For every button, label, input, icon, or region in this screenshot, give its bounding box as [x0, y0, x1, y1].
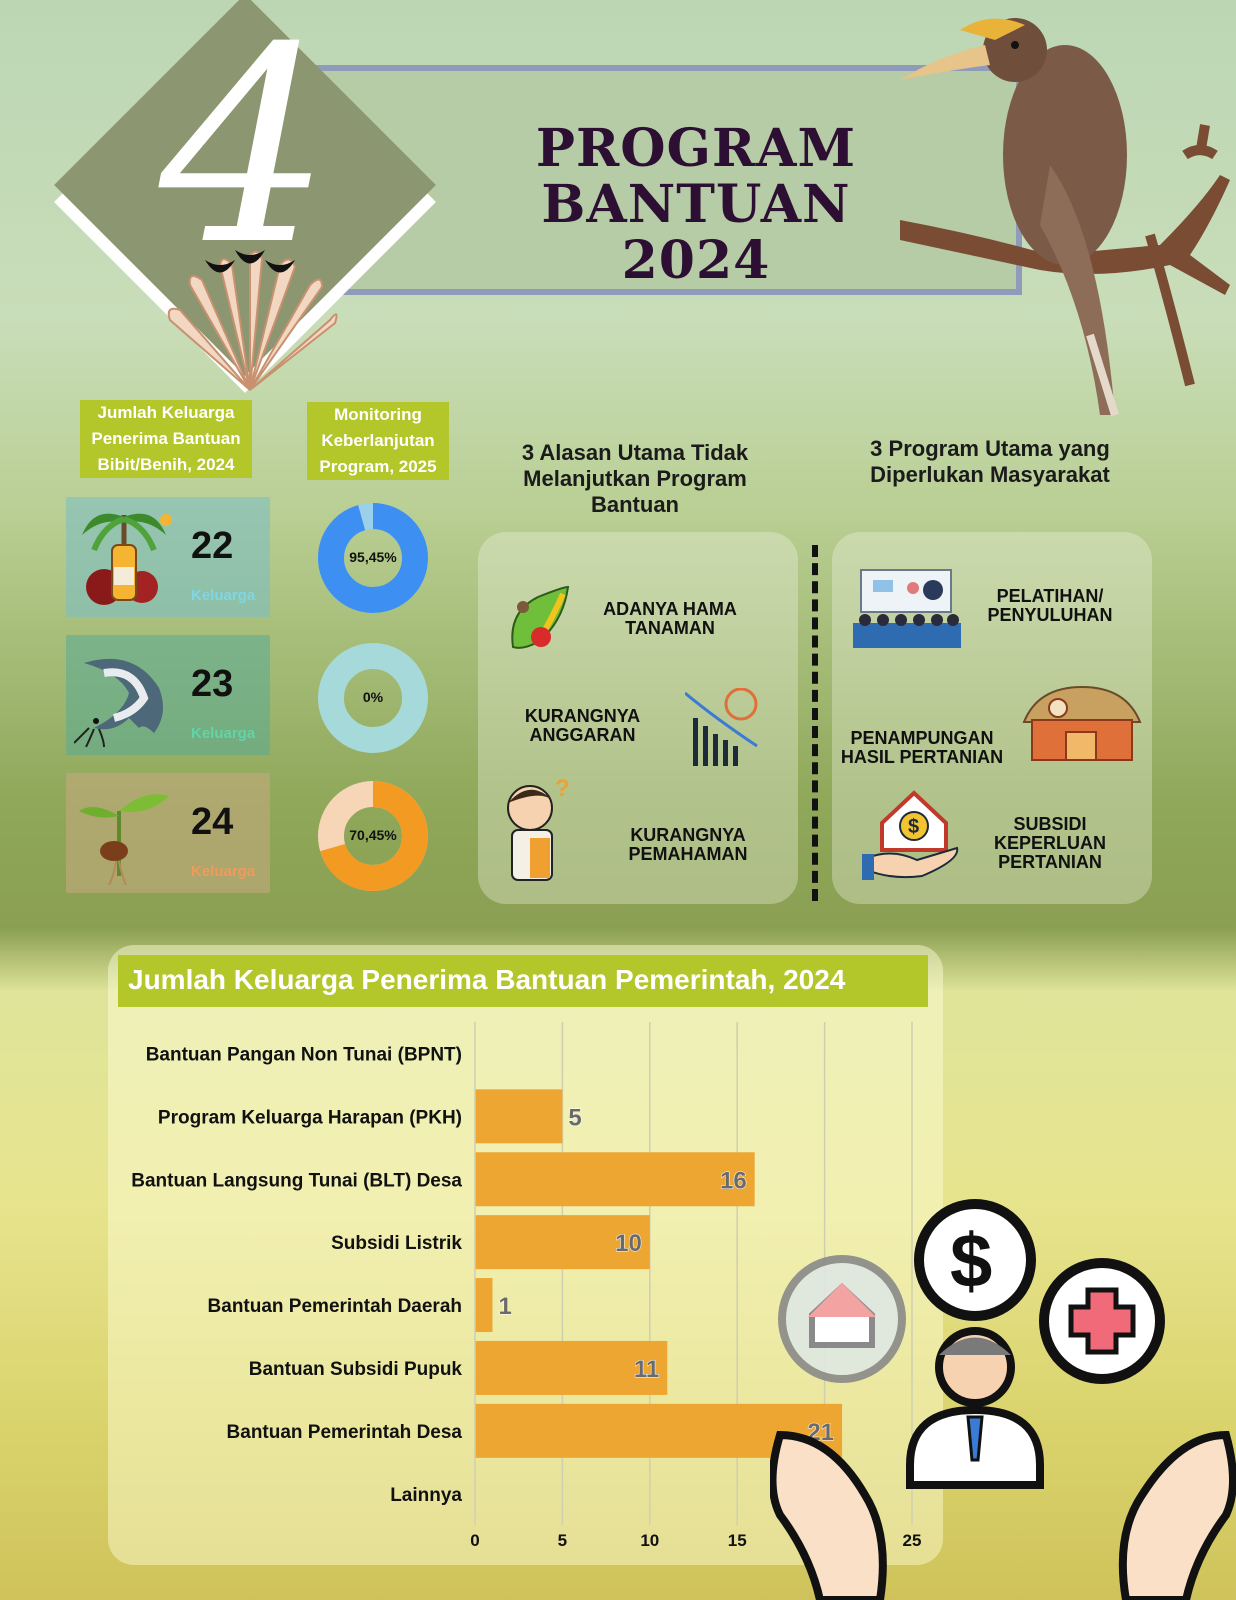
title-box: PROGRAM BANTUAN 2024 [310, 65, 1022, 295]
donut-value-arc [318, 781, 428, 891]
recipient-card-seedling: 24 Keluarga [66, 773, 270, 893]
home-icon [778, 1255, 906, 1383]
bar [475, 1278, 493, 1333]
reason-text: KURANGNYA PEMAHAMAN [628, 825, 748, 864]
page-title: PROGRAM BANTUAN 2024 [406, 121, 986, 289]
category-label: Bantuan Pemerintah Daerah [208, 1296, 462, 1317]
donut-track [318, 643, 428, 753]
seedling-icon [79, 794, 169, 885]
donut-percent: 95,45% [349, 549, 397, 565]
recipient-count: 23 [191, 663, 234, 705]
category-label: Bantuan Subsidi Pupuk [249, 1359, 463, 1380]
cost-decline-icon [685, 688, 758, 766]
program-text: SUBSIDI KEPERLUAN PERTANIAN [993, 814, 1106, 872]
program-text: PENAMPUNGAN HASIL PERTANIAN [840, 728, 1004, 767]
donut-value-arc [318, 503, 428, 613]
confused-farmer-icon: ? [507, 778, 570, 881]
feather-fan-icon [167, 250, 338, 391]
svg-text:$: $ [908, 816, 919, 838]
recipient-unit: Keluarga [191, 863, 256, 880]
x-tick-label: 0 [470, 1531, 479, 1550]
warehouse-icon [1022, 685, 1142, 761]
program-text: PELATIHAN/ PENYULUHAN [987, 586, 1113, 625]
recipient-count: 22 [191, 525, 234, 567]
hornbill-bird-icon [900, 18, 1230, 417]
monitoring-donut-seedling: 70,45% [318, 781, 428, 891]
bar-value-label: 5 [568, 1104, 581, 1131]
donut-percent: 70,45% [349, 827, 397, 843]
program-count-number: 4 [159, 0, 331, 304]
recipient-unit: Keluarga [191, 587, 256, 604]
category-label: Subsidi Listrik [331, 1233, 462, 1254]
category-label: Bantuan Pangan Non Tunai (BPNT) [146, 1044, 462, 1065]
x-tick-label: 25 [903, 1531, 922, 1550]
bar [475, 1152, 755, 1207]
bar-value-label: 1 [498, 1293, 511, 1320]
donut-chart [318, 643, 428, 753]
training-icon [853, 569, 961, 648]
chart-title: Jumlah Keluarga Penerima Bantuan Pemerin… [128, 964, 846, 995]
assistance-icons-cluster: $ [770, 1199, 1236, 1600]
reasons-title: 3 Alasan Utama Tidak Melanjutkan Program… [521, 440, 749, 517]
bar [475, 1340, 668, 1395]
x-tick-label: 5 [558, 1531, 567, 1550]
catfish-icon [74, 658, 163, 747]
subsidy-icon: $ [862, 790, 959, 880]
x-tick-label: 10 [640, 1531, 659, 1550]
palm-oil-icon [82, 513, 172, 605]
pest-icon [511, 585, 570, 649]
recipient-count: 24 [191, 801, 234, 843]
bar-value-label: 10 [615, 1230, 642, 1257]
reason-text: ADANYA HAMA TANAMAN [603, 599, 737, 638]
category-label: Lainnya [390, 1485, 462, 1506]
monitoring-donut-palm-oil: 95,45% [318, 503, 428, 613]
chart-title-bar: Jumlah Keluarga Penerima Bantuan Pemerin… [118, 955, 928, 1007]
category-label: Bantuan Langsung Tunai (BLT) Desa [131, 1170, 462, 1191]
reason-text: KURANGNYA ANGGARAN [524, 706, 641, 745]
donut-percent: 0% [362, 689, 384, 705]
x-tick-label: 15 [728, 1531, 747, 1550]
programs-title: 3 Program Utama yang Diperlukan Masyarak… [870, 436, 1110, 487]
person-icon [906, 1327, 1044, 1489]
svg-text:$: $ [950, 1219, 992, 1304]
title-line-1: PROGRAM BANTUAN [535, 118, 857, 235]
title-line-2: 2024 [621, 230, 771, 291]
recipient-card-catfish: 23 Keluarga [66, 635, 270, 755]
category-label: Program Keluarga Harapan (PKH) [158, 1107, 462, 1128]
bar-value-label: 16 [720, 1167, 747, 1194]
recipient-card-palm-oil: 22 Keluarga [66, 497, 270, 617]
category-label: Bantuan Pemerintah Desa [227, 1422, 463, 1443]
recipients-heading: Jumlah Keluarga Penerima Bantuan Bibit/B… [80, 400, 252, 478]
recipient-unit: Keluarga [191, 725, 256, 742]
bar [475, 1215, 650, 1270]
monitoring-heading: Monitoring Keberlanjutan Program, 2025 [307, 402, 449, 480]
donut-chart [318, 781, 428, 891]
health-cross-icon [1039, 1258, 1165, 1384]
donut-chart [318, 503, 428, 613]
monitoring-donut-catfish: 0% [318, 643, 428, 753]
svg-text:?: ? [555, 778, 570, 802]
dashed-divider [812, 545, 818, 901]
dollar-coin-icon: $ [914, 1199, 1036, 1321]
bar [475, 1089, 563, 1144]
bar-value-label: 11 [634, 1356, 659, 1383]
